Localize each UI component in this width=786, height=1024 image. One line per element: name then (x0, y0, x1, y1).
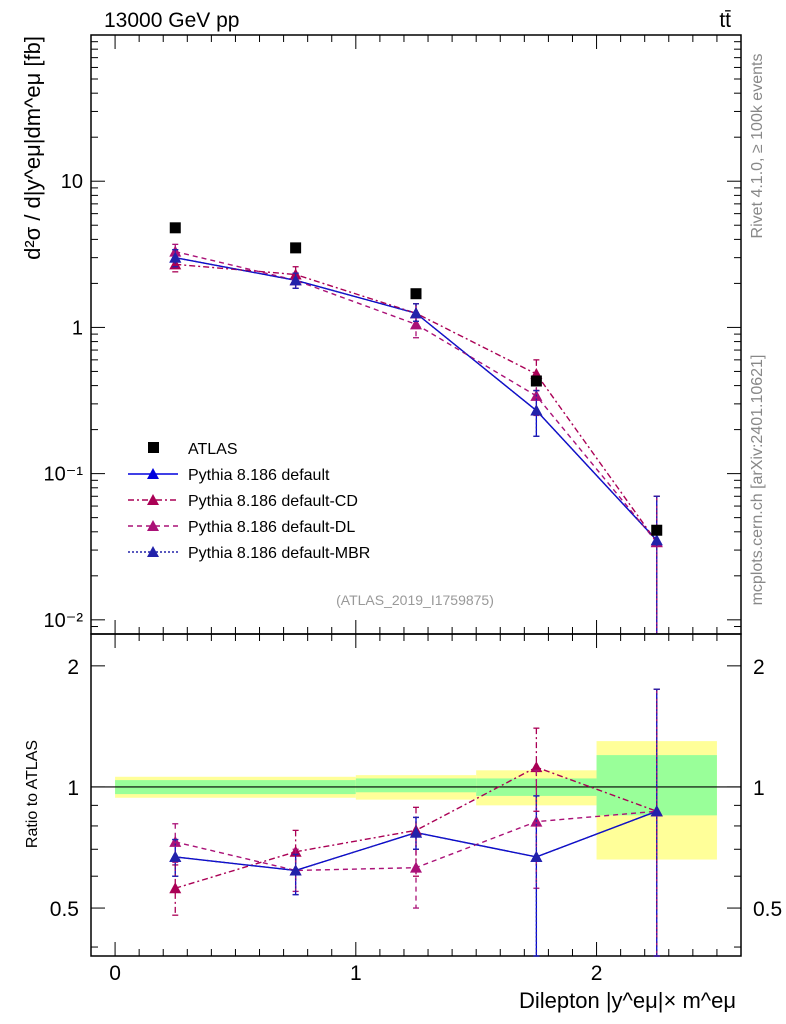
marker-mbr (410, 826, 422, 838)
analysis-watermark: (ATLAS_2019_I1759875) (336, 592, 494, 608)
legend-marker-dl (147, 520, 159, 531)
marker-mbr (530, 850, 543, 862)
ratio-y-tick-label-right: 0.5 (753, 898, 782, 921)
marker-mbr (530, 404, 543, 416)
marker-mbr (289, 274, 302, 286)
legend-label-dl: Pythia 8.186 default-DL (188, 519, 355, 536)
x-tick-label: 1 (350, 962, 362, 985)
process-label: tt̄ (719, 9, 731, 32)
marker-mbr (650, 534, 663, 546)
marker-mbr (650, 805, 663, 817)
legend-marker-atlas (148, 442, 159, 453)
marker-atlas-data (651, 524, 663, 536)
mcplots-label: mcplots.cern.ch [arXiv:2401.10621] (749, 355, 766, 606)
x-tick-label: 2 (591, 962, 603, 985)
ratio-y-tick-label-left: 2 (67, 656, 79, 679)
marker-atlas-data (530, 375, 542, 387)
marker-dl (410, 861, 422, 873)
ratio-y-tick-label-left: 0.5 (50, 898, 79, 921)
series-line-mbr (175, 256, 658, 541)
legend-marker-cd (147, 494, 159, 505)
marker-atlas-data (410, 288, 422, 300)
legend-label-data: ATLAS (188, 441, 238, 458)
ratio-uncertainty-band-inner (355, 778, 477, 793)
marker-dl (410, 318, 422, 330)
main-y-axis-label: d²σ / d|y^eμ|dm^eμ [fb] (20, 36, 45, 260)
main-y-tick-label: 1 (72, 317, 83, 339)
marker-cd (169, 882, 182, 894)
marker-atlas-data (290, 242, 302, 254)
marker-mbr (169, 251, 182, 263)
ratio-plot-frame (90, 633, 742, 957)
ratio-y-tick-label-right: 1 (753, 777, 765, 800)
marker-mbr (289, 864, 302, 876)
legend-marker-mbr (147, 546, 159, 557)
ratio-y-tick-label-left: 1 (67, 777, 79, 800)
marker-atlas-data (169, 222, 181, 234)
ratio-y-tick-label-right: 2 (753, 656, 765, 679)
main-y-tick-label: 10⁻¹ (44, 464, 84, 486)
legend-label-default: Pythia 8.186 default (188, 467, 330, 484)
legend-label-mbr: Pythia 8.186 default-MBR (188, 545, 370, 562)
marker-mbr (410, 307, 422, 319)
main-y-tick-label: 10⁻² (44, 610, 84, 632)
energy-label: 13000 GeV pp (104, 9, 239, 32)
series-line-dl (175, 250, 658, 543)
legend: ATLAS Pythia 8.186 default Pythia 8.186 de… (128, 441, 370, 562)
main-y-tick-label: 10 (61, 171, 83, 193)
rivet-version-label: Rivet 4.1.0, ≥ 100k events (749, 54, 766, 239)
x-axis-label: Dilepton |y^eμ|× m^eμ (519, 988, 736, 1013)
marker-mbr (169, 850, 182, 862)
legend-label-cd: Pythia 8.186 default-CD (188, 493, 358, 510)
ratio-y-axis-label: Ratio to ATLAS (24, 740, 41, 848)
series-line-mbr (175, 810, 657, 872)
x-tick-label: 0 (109, 962, 121, 985)
marker-cd (530, 761, 543, 773)
legend-marker-default (147, 468, 159, 479)
